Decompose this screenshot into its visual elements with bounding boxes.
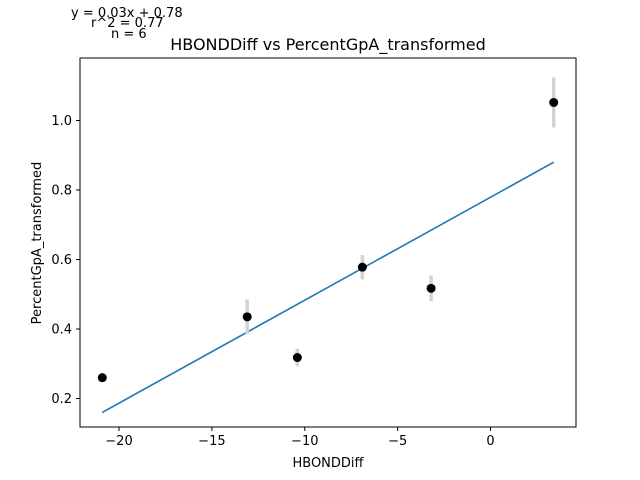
data-point-1 — [97, 373, 107, 383]
regression-line — [101, 161, 555, 414]
annotation-equation: y = 0.03x + 0.78 — [71, 6, 183, 21]
x-tick-label: −20 — [105, 434, 132, 449]
x-axis-ticks: −20 −15 −10 −5 0 — [105, 427, 495, 449]
x-tick-label: −5 — [388, 434, 407, 449]
fit-line-layer — [101, 161, 555, 414]
y-tick-label: 0.4 — [51, 323, 72, 338]
y-tick-label: 0.8 — [51, 184, 72, 199]
plot-area-frame — [79, 57, 577, 428]
y-tick-label: 0.2 — [51, 392, 72, 407]
point-layer — [97, 97, 559, 383]
data-point-3 — [292, 353, 302, 363]
x-tick-label: −10 — [291, 434, 318, 449]
annotation-r-squared: r^2 = 0.77 — [91, 16, 164, 31]
data-point-5 — [426, 283, 436, 293]
y-tick-label: 0.6 — [51, 253, 72, 268]
data-point-6 — [549, 97, 559, 107]
data-point-4 — [357, 262, 367, 272]
x-tick-label: −15 — [198, 434, 225, 449]
y-axis-ticks: 0.2 0.4 0.6 0.8 1.0 — [51, 114, 80, 407]
data-point-2 — [242, 312, 252, 322]
y-axis-label: PercentGpA_transformed — [30, 162, 45, 325]
chart-title: HBONDDiff vs PercentGpA_transformed — [170, 35, 486, 55]
x-tick-label: 0 — [486, 434, 494, 449]
x-axis-label: HBONDDiff — [292, 456, 364, 471]
y-tick-label: 1.0 — [51, 114, 72, 129]
annotation-n: n = 6 — [111, 27, 147, 42]
